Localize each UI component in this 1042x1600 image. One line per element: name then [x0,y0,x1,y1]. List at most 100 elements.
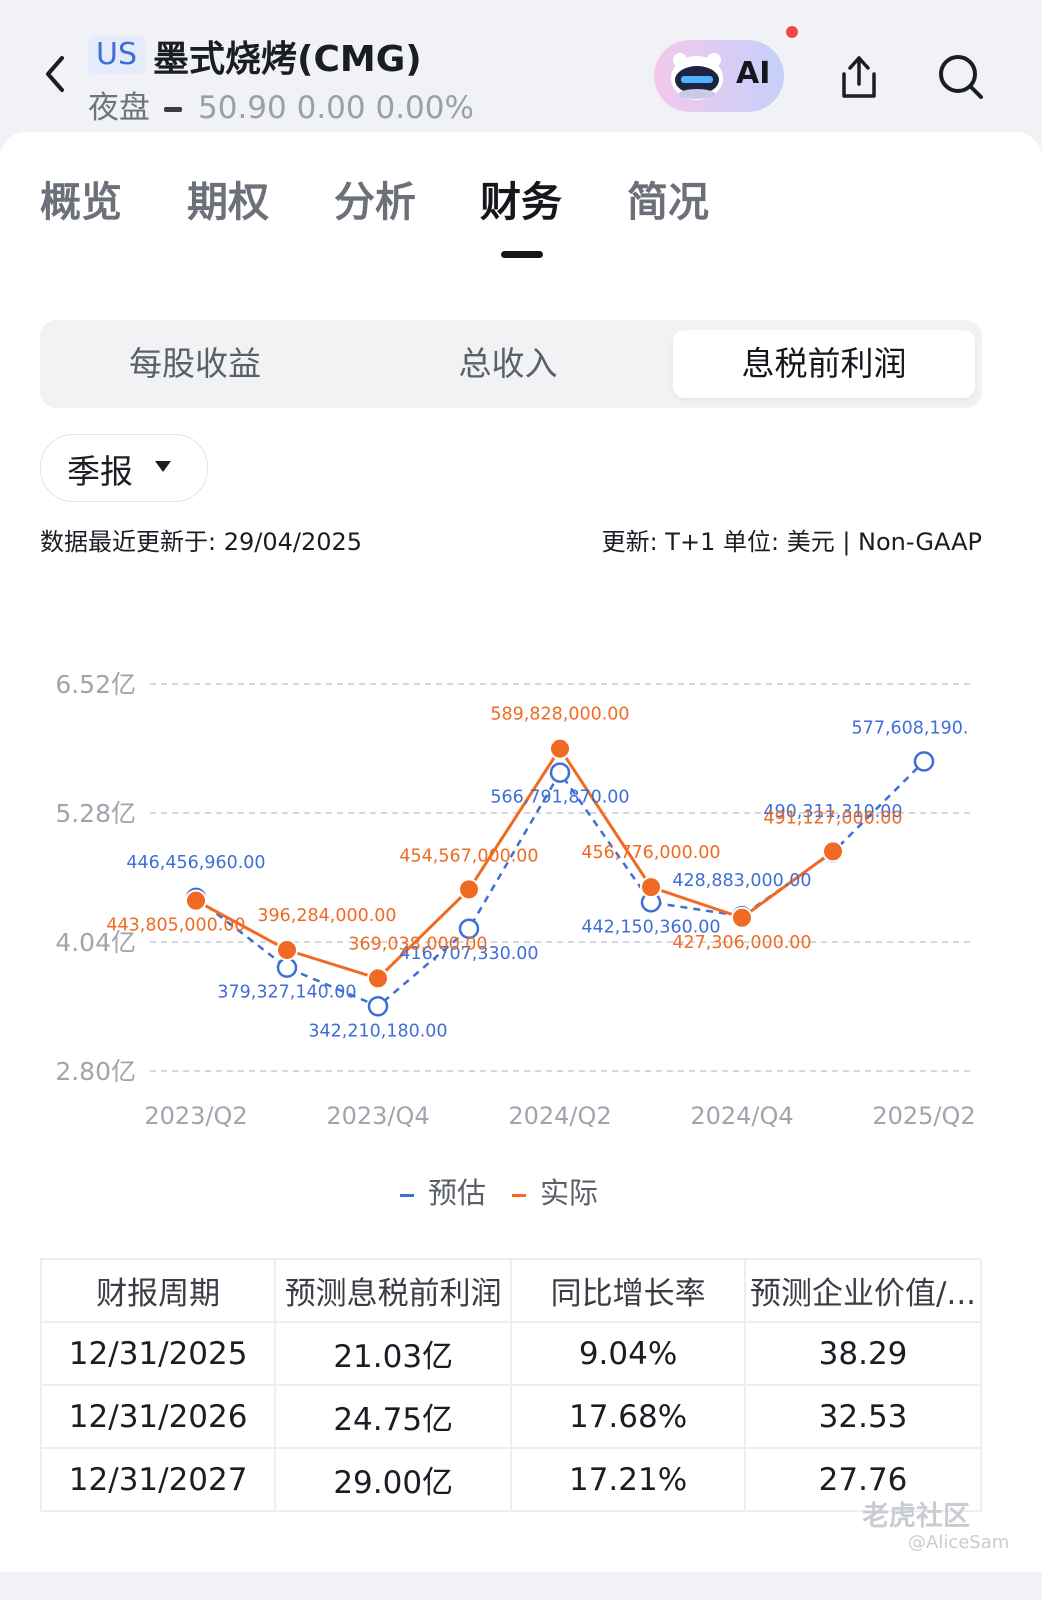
legend-estimate: 预估 [400,1170,486,1212]
actual-point [367,967,389,990]
metric-segmented-control: 每股收益 总收入 息税前利润 [40,320,982,408]
actual-point [276,939,298,962]
legend-estimate-label: 预估 [428,1176,487,1210]
estimate-point [276,957,298,978]
table-row: 12/31/2026 24.75亿 17.68% 32.53 [39,1384,982,1449]
actual-line [195,745,834,981]
actual-data-label: 443,805,000.00 [106,916,245,936]
chevron-left-icon [46,56,64,92]
estimate-data-label: 490,311,310.00 [763,802,902,822]
session-label: 夜盘 [88,90,150,126]
search-icon [939,55,983,99]
x-tick-label: 2024/Q2 [508,1102,611,1130]
estimate-data-label: 577,608,190. [852,718,969,738]
table-cell: 21.03亿 [274,1321,513,1386]
estimate-data-label: 416,707,330.00 [399,944,538,964]
table-cell: 9.04% [510,1321,747,1386]
actual-point [549,737,571,760]
table-cell: 12/31/2026 [39,1384,277,1449]
active-tab-indicator [501,251,543,258]
actual-data-label: 396,284,000.00 [257,906,396,926]
share-button[interactable] [836,52,882,102]
ai-label: AI [736,56,771,91]
actual-data-label: 454,567,000.00 [399,846,538,866]
estimate-data-label: 428,883,000.00 [672,871,811,891]
market-badge: US [88,36,146,74]
estimate-data-label: 342,210,180.00 [308,1021,447,1041]
actual-point [731,906,753,929]
estimate-point [367,996,389,1017]
table-cell: 38.29 [744,1321,982,1386]
metric-tab-revenue[interactable]: 总收入 [458,344,558,383]
stock-title: 墨式烧烤(CMG) [153,39,422,80]
metric-tab-eps[interactable]: 每股收益 [129,344,261,383]
watermark-user: @AliceSam [908,1532,1010,1553]
robot-icon [671,53,723,100]
tab-overview[interactable]: 概览 [40,178,122,226]
table-cell: 32.53 [744,1384,982,1449]
period-dropdown[interactable]: 季报 [40,434,208,502]
last-updated-text: 数据最近更新于: 29/04/2025 [40,528,363,556]
forecast-table: 财报周期 预测息税前利润 同比增长率 预测企业价值/... 12/31/2025… [39,1258,982,1512]
estimate-data-label: 442,150,360.00 [581,917,720,937]
flat-indicator [164,107,182,112]
ebit-line-chart: 6.52亿 5.28亿 4.04亿 2.80亿 2023/Q2 2023/Q4 2024/Q… [55,670,975,1130]
tab-analysis[interactable]: 分析 [334,178,416,226]
actual-point [185,889,207,912]
x-tick-label: 2023/Q2 [144,1102,247,1130]
x-tick-label: 2024/Q4 [690,1102,793,1130]
actual-point [640,876,662,899]
actual-point [458,878,480,901]
tab-profile[interactable]: 简况 [627,178,709,226]
legend-actual: 实际 [512,1170,598,1212]
y-tick-label: 2.80亿 [55,1057,136,1086]
table-cell: 24.75亿 [274,1384,513,1449]
legend-actual-swatch [512,1193,526,1197]
price-line: 夜盘 50.90 0.00 0.00% [88,82,474,127]
table-cell: 12/31/2025 [39,1321,277,1386]
y-tick-label: 6.52亿 [55,670,136,699]
estimate-point [913,751,935,772]
legend-estimate-swatch [400,1193,414,1197]
tab-options[interactable]: 期权 [187,178,269,226]
estimate-data-label: 446,456,960.00 [126,853,265,873]
table-cell: 27.76 [744,1447,982,1512]
table-cell: 29.00亿 [274,1447,513,1512]
estimate-point [458,918,480,940]
actual-data-label: 427,306,000.00 [672,933,811,953]
header-yoy-growth: 同比增长率 [510,1258,747,1323]
actual-data-label: 369,038,000.00 [348,934,487,954]
table-row: 12/31/2027 29.00亿 17.21% 27.76 [39,1447,982,1512]
x-tick-label: 2025/Q2 [872,1102,975,1130]
table-cell: 12/31/2027 [39,1447,277,1512]
search-button[interactable] [936,52,986,102]
actual-data-label: 491,127,000.00 [763,808,902,828]
header-forecast-ebit: 预测息税前利润 [274,1258,513,1323]
watermark-brand: 老虎社区 [862,1501,970,1532]
ai-assistant-button[interactable]: AI [654,40,784,112]
caret-down-icon [155,461,171,472]
y-tick-label: 4.04亿 [55,928,136,957]
legend-actual-label: 实际 [540,1176,599,1210]
tab-financials[interactable]: 财务 [480,178,562,226]
header-ev-ratio: 预测企业价值/... [744,1258,982,1323]
period-dropdown-label: 季报 [67,452,133,491]
x-tick-label: 2023/Q4 [326,1102,429,1130]
table-header-row: 财报周期 预测息税前利润 同比增长率 预测企业价值/... [39,1258,982,1323]
unit-text: 更新: T+1 单位: 美元 | Non-GAAP [601,528,982,556]
notification-dot [786,26,798,38]
header-period: 财报周期 [39,1258,277,1323]
back-button[interactable] [36,52,80,96]
actual-data-label: 589,828,000.00 [490,705,629,725]
y-tick-label: 5.28亿 [55,799,136,828]
estimate-data-label: 379,327,140.00 [217,983,356,1003]
metric-tab-ebit[interactable]: 息税前利润 [673,330,975,398]
actual-data-label: 456,776,000.00 [581,843,720,863]
estimate-data-label: 566,791,870.00 [490,788,629,808]
estimate-point [549,762,571,783]
actual-point [822,840,844,863]
price-change: 50.90 0.00 0.00% [198,90,474,126]
table-row: 12/31/2025 21.03亿 9.04% 38.29 [39,1321,982,1386]
share-icon [842,56,876,98]
table-cell: 17.21% [510,1447,747,1512]
